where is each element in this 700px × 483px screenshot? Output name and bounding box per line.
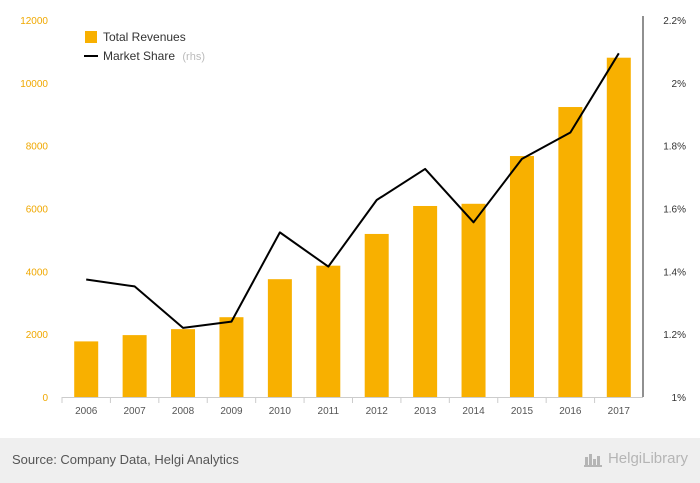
y2-tick-label: 1.2%	[663, 330, 686, 341]
y-tick-label: 8000	[26, 142, 49, 153]
y2-tick-label: 1%	[672, 393, 687, 404]
y2-tick-label: 1.4%	[663, 267, 686, 278]
bar	[461, 203, 486, 397]
x-tick-label: 2013	[414, 406, 437, 417]
x-tick-label: 2008	[172, 406, 195, 417]
brand[interactable]: HelgiLibrary	[583, 450, 688, 467]
bar	[364, 233, 389, 397]
bar	[122, 335, 147, 397]
bar	[316, 265, 341, 397]
legend-swatch-bar	[85, 31, 97, 43]
bar	[509, 156, 534, 397]
bar-series	[74, 57, 631, 397]
x-tick-label: 2007	[124, 406, 147, 417]
x-tick-label: 2006	[75, 406, 98, 417]
y2-tick-label: 1.6%	[663, 205, 686, 216]
x-tick-label: 2011	[318, 406, 340, 417]
left-axis: 0 2000 4000 6000 8000 10000 12000	[20, 16, 48, 404]
legend: Total Revenues Market Share (rhs)	[84, 30, 205, 63]
bar	[413, 205, 438, 397]
bar	[267, 279, 292, 397]
x-tick-label: 2010	[269, 406, 292, 417]
legend-series-name: Market Share	[103, 49, 175, 63]
y2-tick-label: 2.2%	[663, 16, 686, 27]
bar	[219, 317, 244, 397]
market-share-line	[86, 52, 620, 329]
y-tick-label: 12000	[20, 16, 48, 27]
legend-label-revenues: Total Revenues	[103, 30, 186, 44]
legend-label-market-share: Market Share (rhs)	[103, 49, 205, 63]
x-tick-label: 2015	[511, 406, 534, 417]
line-series	[86, 52, 620, 329]
y-tick-label: 6000	[26, 205, 49, 216]
y-tick-label: 4000	[26, 267, 49, 278]
x-tick-label: 2009	[220, 406, 243, 417]
x-tick-label: 2014	[462, 406, 485, 417]
bar	[74, 341, 99, 397]
legend-rhs-note: (rhs)	[182, 51, 205, 63]
helgi-library-logo-icon	[583, 453, 602, 467]
y-tick-label: 10000	[20, 79, 48, 90]
x-tick-label: 2012	[366, 406, 389, 417]
right-axis: 1% 1.2% 1.4% 1.6% 1.8% 2% 2.2%	[642, 16, 687, 404]
y2-tick-label: 2%	[672, 79, 687, 90]
bar	[171, 329, 196, 397]
y-tick-label: 2000	[26, 330, 49, 341]
y-tick-label: 0	[42, 393, 48, 404]
footer: Source: Company Data, Helgi Analytics He…	[0, 438, 700, 483]
chart: 0 2000 4000 6000 8000 10000 12000 1% 1.2% 1.4% 1.…	[20, 16, 687, 417]
source-text: Source: Company Data, Helgi Analytics	[12, 452, 239, 467]
x-axis: 2006 2007 2008 2009 2010 2011 2012 2013 2014 2015…	[61, 397, 643, 417]
brand-name: HelgiLibrary	[607, 450, 688, 467]
x-tick-label: 2017	[608, 406, 631, 417]
x-tick-label: 2016	[559, 406, 582, 417]
bar	[558, 107, 583, 397]
y2-tick-label: 1.8%	[663, 142, 686, 153]
bar	[606, 57, 631, 397]
